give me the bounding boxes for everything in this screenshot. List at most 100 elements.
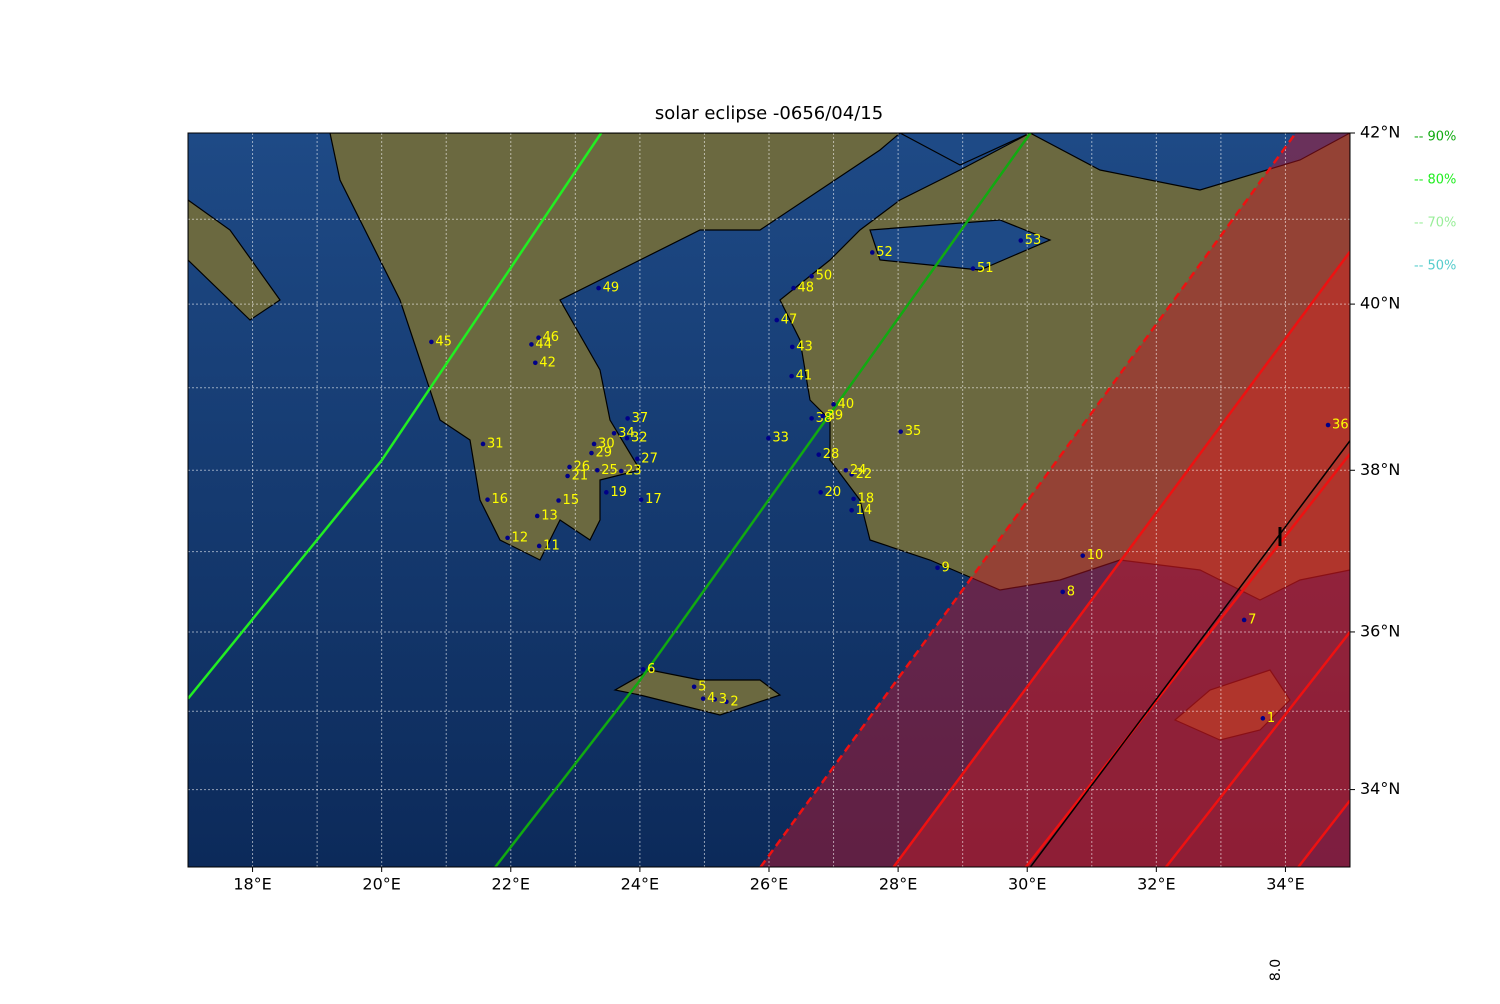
x-tick-label: 20°E: [362, 875, 400, 894]
x-tick-label: 22°E: [492, 875, 530, 894]
legend-entry: -- 70%: [1414, 216, 1456, 231]
site-label: 29: [595, 446, 612, 461]
site-label: 1: [1267, 711, 1275, 726]
site-label: 18: [858, 491, 875, 506]
site-dot: [611, 430, 617, 436]
eclipse-line: [1165, 631, 1350, 867]
crete: [613, 669, 782, 716]
site-label: 52: [876, 245, 893, 260]
y-tick-label: 40°N: [1360, 294, 1400, 313]
site-dot: [565, 473, 570, 479]
site-dot: [791, 285, 796, 291]
site-label: 42: [539, 355, 556, 370]
site-dot: [898, 429, 903, 434]
y-tick-label: 42°N: [1360, 123, 1400, 142]
axes: 18°E 20°E 22°E 24°E 26°E 28°E 30°E 32°E 34°E 34°N…: [233, 123, 1400, 894]
site-dot: [485, 497, 490, 502]
site-label: 13: [541, 508, 558, 523]
x-tick-label: 32°E: [1137, 875, 1175, 894]
site-label: 4: [707, 691, 715, 706]
site-dot: [869, 250, 875, 255]
x-tick-label: 24°E: [621, 875, 659, 894]
site-dot: [700, 696, 706, 701]
inner-shade: [893, 133, 1350, 867]
site-label: 12: [512, 530, 529, 545]
site-dot: [533, 360, 538, 366]
site-dot: [596, 285, 601, 291]
site-label: 6: [647, 662, 655, 677]
site-label: 15: [563, 493, 580, 508]
site-label: 9: [941, 560, 949, 575]
annotation: 8.0: [1268, 959, 1284, 981]
site-dot: [618, 468, 624, 474]
site-dot: [849, 472, 854, 477]
site-dot: [536, 543, 542, 549]
eclipse-line: [188, 133, 603, 700]
legend-entry: -- 80%: [1414, 173, 1456, 188]
site-dot: [843, 467, 849, 473]
site-label: 27: [641, 451, 658, 466]
eclipse-line: [494, 133, 1032, 867]
site-label: 28: [823, 447, 840, 462]
cyprus: [1173, 669, 1291, 741]
site-dot: [831, 402, 836, 407]
site-label: 50: [816, 269, 833, 284]
site-label: 49: [603, 281, 620, 296]
balkans: [329, 133, 901, 561]
eclipse-line: [1024, 453, 1350, 867]
site-dot: [712, 697, 718, 702]
site-label: 41: [796, 369, 813, 384]
site-label: 24: [850, 463, 867, 478]
legend-entry: -- 50%: [1414, 259, 1456, 274]
site-label: 19: [610, 485, 627, 500]
site-dot: [638, 497, 644, 502]
legend: -- 90% -- 80% -- 70% -- 50%: [1414, 130, 1456, 274]
y-tick-label: 36°N: [1360, 621, 1400, 640]
eclipse-line: [892, 250, 1350, 867]
site-dot: [529, 342, 534, 347]
site-dot: [480, 441, 486, 447]
eclipse-line: [1297, 799, 1350, 867]
site-dot: [789, 373, 794, 379]
eclipse-lines: [188, 133, 1350, 867]
x-tick-label: 34°E: [1266, 875, 1304, 894]
legend-entry: -- 90%: [1414, 130, 1456, 145]
site-dot: [691, 684, 697, 690]
site-dot: [809, 416, 814, 421]
site-dot: [534, 513, 540, 519]
site-dot: [851, 496, 856, 502]
site-dot: [1060, 589, 1066, 595]
site-dot: [640, 667, 646, 672]
site-dot: [589, 450, 594, 456]
site-dot: [536, 335, 541, 341]
site-label: 34: [618, 426, 635, 441]
site-dot: [625, 416, 630, 421]
y-tick-label: 34°N: [1360, 779, 1400, 798]
site-label: 16: [492, 492, 509, 507]
site-dot: [591, 441, 597, 447]
site-label: 47: [781, 313, 798, 328]
site-dot: [809, 273, 814, 279]
site-label: 14: [856, 503, 873, 518]
site-dot: [766, 435, 771, 441]
eclipse-line: [759, 133, 1297, 867]
y-tick-label: 38°N: [1360, 460, 1400, 479]
site-dot: [567, 464, 572, 470]
site-label: 7: [1248, 612, 1256, 627]
site-dot: [624, 435, 630, 441]
site-dot: [635, 456, 640, 462]
site-dot: [818, 490, 823, 495]
site-dot: [1018, 238, 1024, 243]
site-label: 11: [543, 538, 560, 553]
x-tick-label: 30°E: [1008, 875, 1046, 894]
site-dot: [429, 339, 434, 345]
site-label: 37: [632, 411, 649, 426]
site-label: 51: [977, 261, 994, 276]
x-tick-label: 28°E: [879, 875, 917, 894]
site-dot: [1325, 422, 1331, 428]
site-dot: [970, 266, 976, 271]
site-label: 46: [543, 330, 560, 345]
site-label: 22: [856, 467, 873, 482]
